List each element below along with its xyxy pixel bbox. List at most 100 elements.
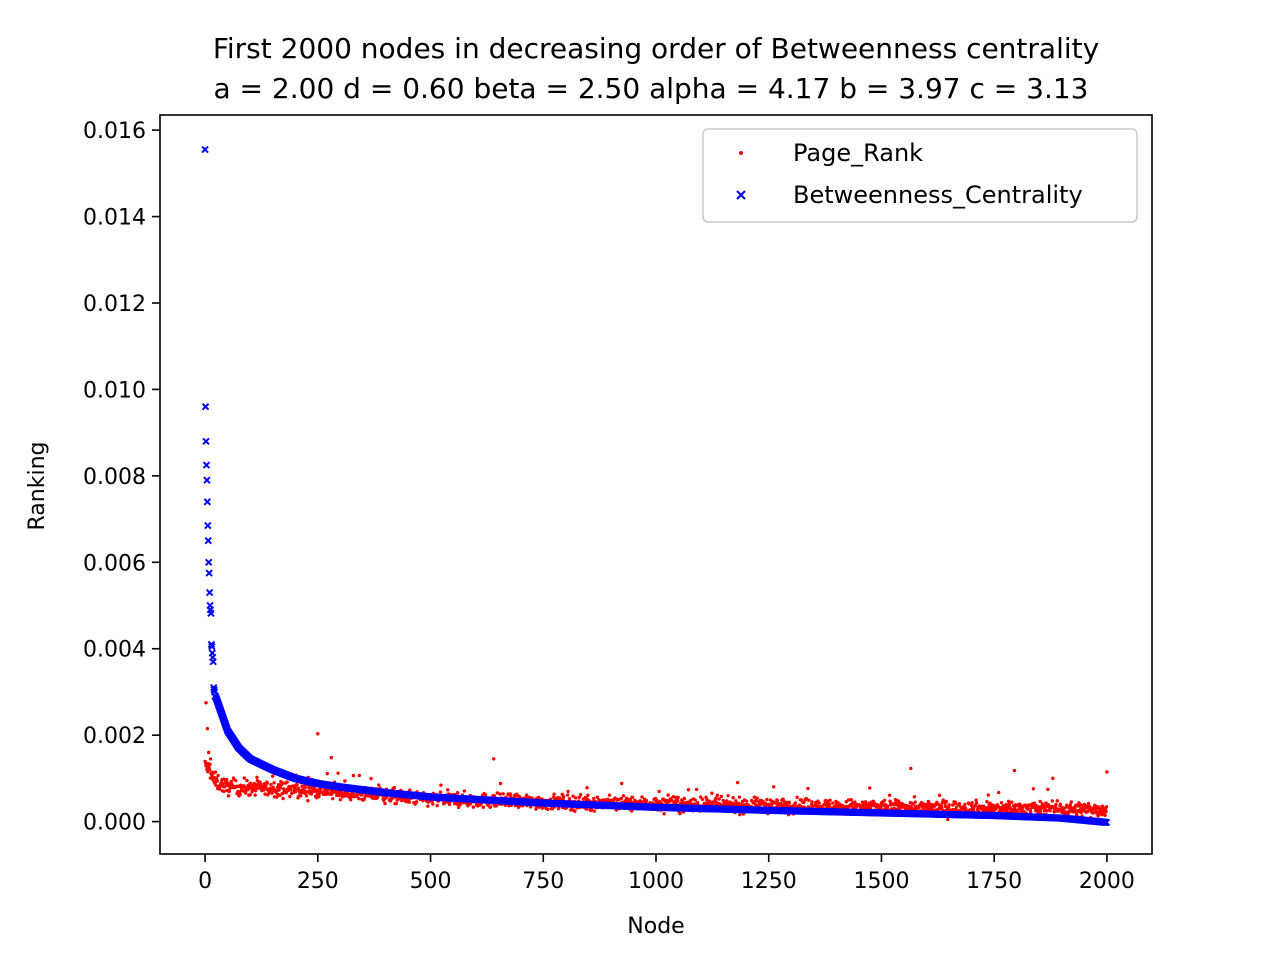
page-rank-point bbox=[238, 792, 242, 797]
page-rank-point bbox=[974, 801, 979, 805]
betweenness-point bbox=[210, 686, 218, 694]
page-rank-point bbox=[561, 794, 566, 799]
y-axis-label: Ranking bbox=[25, 442, 50, 531]
y-tick-label: 0.002 bbox=[83, 724, 146, 749]
page-rank-point bbox=[439, 783, 443, 787]
page-rank-point bbox=[1046, 787, 1050, 792]
page-rank-point bbox=[974, 798, 978, 802]
page-rank-point bbox=[1038, 809, 1043, 813]
page-rank-point bbox=[298, 794, 303, 798]
page-rank-point bbox=[524, 793, 529, 797]
page-rank-point bbox=[913, 800, 917, 804]
page-rank-point bbox=[682, 796, 687, 801]
page-rank-point bbox=[226, 781, 230, 785]
page-rank-point bbox=[234, 778, 238, 783]
page-rank-point bbox=[351, 773, 356, 778]
page-rank-point bbox=[947, 803, 951, 807]
page-rank-point bbox=[394, 801, 398, 806]
page-rank-point bbox=[714, 796, 718, 800]
page-rank-point bbox=[886, 804, 890, 808]
page-rank-point bbox=[735, 780, 740, 785]
page-rank-point bbox=[785, 803, 789, 808]
page-rank-point bbox=[964, 807, 968, 811]
page-rank-point bbox=[1091, 811, 1095, 815]
page-rank-point bbox=[1079, 810, 1083, 815]
page-rank-point bbox=[963, 802, 967, 807]
y-tick-label: 0.016 bbox=[83, 119, 146, 144]
page-rank-point bbox=[565, 793, 570, 797]
page-rank-point bbox=[494, 804, 499, 808]
page-rank-point bbox=[242, 776, 247, 780]
page-rank-point bbox=[306, 798, 310, 803]
page-rank-point bbox=[1045, 809, 1049, 813]
page-rank-point bbox=[349, 797, 353, 802]
betweenness-point bbox=[204, 537, 212, 545]
page-rank-point bbox=[498, 792, 502, 796]
y-tick-label: 0.012 bbox=[83, 292, 146, 317]
page-rank-point bbox=[285, 780, 289, 784]
page-rank-point bbox=[595, 795, 600, 799]
page-rank-point bbox=[435, 803, 440, 808]
series-betweenness bbox=[201, 145, 1111, 827]
page-rank-point bbox=[275, 795, 279, 799]
page-rank-point bbox=[694, 787, 699, 792]
betweenness-point bbox=[205, 588, 214, 597]
page-rank-point bbox=[208, 762, 212, 766]
page-rank-point bbox=[1018, 802, 1022, 806]
page-rank-point bbox=[693, 798, 697, 802]
page-rank-point bbox=[678, 811, 682, 816]
page-rank-point bbox=[271, 774, 275, 778]
page-rank-point bbox=[438, 790, 443, 794]
betweenness-point bbox=[202, 461, 211, 469]
y-tick-label: 0.014 bbox=[83, 206, 146, 231]
x-tick-label: 2000 bbox=[1079, 869, 1135, 894]
betweenness-point bbox=[202, 437, 210, 445]
page-rank-point bbox=[445, 788, 450, 792]
page-rank-point bbox=[755, 796, 759, 800]
betweenness-point bbox=[204, 521, 212, 530]
page-rank-point bbox=[827, 802, 832, 807]
page-rank-point bbox=[640, 795, 644, 799]
page-rank-point bbox=[738, 812, 742, 817]
page-rank-point bbox=[1038, 799, 1042, 804]
page-rank-point bbox=[607, 793, 612, 797]
x-tick-label: 0 bbox=[198, 869, 212, 894]
page-rank-point bbox=[849, 798, 853, 802]
page-rank-point bbox=[566, 789, 570, 794]
page-rank-point bbox=[213, 770, 218, 774]
page-rank-point bbox=[657, 789, 661, 794]
page-rank-point bbox=[946, 817, 950, 822]
page-rank-point bbox=[619, 796, 623, 801]
betweenness-point bbox=[205, 558, 213, 566]
page-rank-point bbox=[719, 794, 724, 799]
betweenness-point bbox=[207, 609, 215, 617]
page-rank-point bbox=[1096, 814, 1101, 818]
page-rank-point bbox=[491, 757, 496, 761]
page-rank-point bbox=[1086, 809, 1090, 814]
page-rank-point bbox=[288, 794, 292, 799]
page-rank-point bbox=[670, 798, 674, 803]
page-rank-point bbox=[316, 732, 320, 736]
page-rank-point bbox=[245, 778, 249, 783]
page-rank-point bbox=[882, 798, 887, 803]
page-rank-point bbox=[376, 783, 381, 787]
page-rank-point bbox=[399, 798, 404, 803]
page-rank-point bbox=[828, 798, 832, 802]
page-rank-point bbox=[567, 796, 572, 801]
page-rank-point bbox=[802, 800, 806, 805]
page-rank-point bbox=[954, 805, 959, 810]
page-rank-point bbox=[592, 796, 596, 801]
y-tick-label: 0.010 bbox=[83, 378, 146, 403]
page-rank-point bbox=[585, 786, 589, 790]
page-rank-point bbox=[644, 799, 649, 803]
page-rank-point bbox=[204, 701, 208, 705]
page-rank-point bbox=[455, 802, 459, 806]
page-rank-point bbox=[248, 793, 252, 797]
x-tick-label: 750 bbox=[522, 869, 564, 894]
betweenness-point bbox=[201, 403, 210, 411]
page-rank-point bbox=[534, 807, 538, 811]
page-rank-point bbox=[909, 805, 913, 809]
y-tick-label: 0.008 bbox=[83, 465, 146, 490]
page-rank-point bbox=[295, 783, 299, 787]
page-rank-point bbox=[1054, 802, 1058, 807]
